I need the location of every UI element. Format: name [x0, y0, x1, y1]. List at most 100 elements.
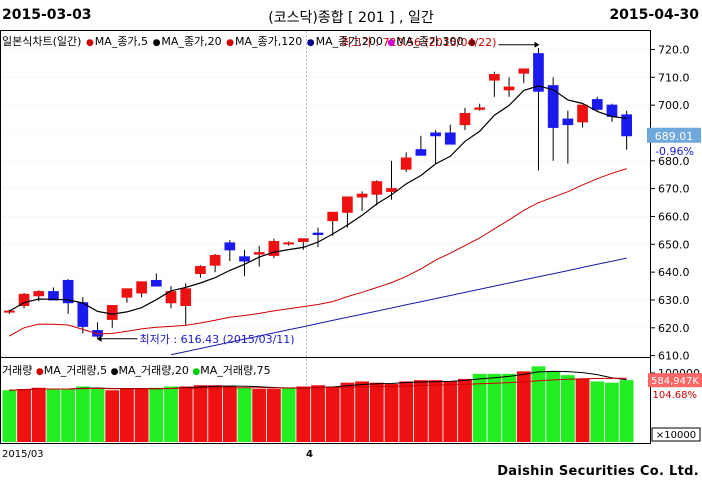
- current-price-tag: [647, 127, 701, 143]
- candle-body: [239, 256, 250, 262]
- price-tick-label: 610.0: [658, 350, 690, 363]
- volume-bar: [311, 385, 325, 442]
- volume-bar: [281, 387, 296, 442]
- change-pct-label: -0.96%: [655, 145, 694, 158]
- ma120-label: MA_종가,120: [235, 35, 303, 48]
- candle-body: [577, 104, 588, 123]
- ma20-line: [9, 85, 627, 315]
- volume-bar: [399, 381, 414, 442]
- volume-bar: [134, 389, 149, 442]
- candle-body: [62, 279, 74, 304]
- candle-body: [106, 305, 118, 320]
- price-chart-label: 일본식차트(일간): [2, 35, 82, 48]
- candle-body: [342, 196, 353, 213]
- candle-body: [371, 181, 383, 195]
- volume-bar: [208, 385, 223, 442]
- volume-ma20-line: [9, 377, 627, 391]
- volume-bar: [193, 385, 208, 442]
- extra-marker-icon: ●: [468, 38, 476, 48]
- volume-ratio-label: 104.68%: [653, 390, 698, 401]
- volume-bar: [325, 386, 340, 442]
- volume-bar: [75, 386, 90, 442]
- ma120-line: [9, 168, 627, 337]
- candle-body: [209, 254, 221, 266]
- candle-body: [474, 107, 486, 110]
- ma300-marker-icon: ●: [387, 38, 396, 48]
- volume-bar: [487, 373, 502, 442]
- volume-bar: [149, 387, 164, 442]
- volume-bar: [105, 390, 120, 442]
- candle-body: [297, 238, 309, 243]
- candle-body: [386, 188, 397, 192]
- price-tick-label: 670.0: [658, 183, 690, 196]
- start-date: 2015-03-03: [2, 7, 92, 23]
- candle-body: [121, 288, 133, 298]
- current-volume-tag: [648, 373, 702, 388]
- price-legend: 일본식차트(일간) ●MA_종가,5 ●MA_종가,20 ●MA_종가,120 …: [2, 33, 477, 49]
- current-price-label: 689.01: [655, 130, 694, 143]
- ma20-label: MA_종가,20: [161, 35, 222, 48]
- candle-body: [195, 266, 206, 275]
- volume-bar: [237, 387, 252, 442]
- chart-header: 2015-03-03 (코스닥)종합 [ 201 ] , 일간 2015-04-…: [0, 0, 702, 30]
- volume-bar: [2, 390, 17, 442]
- ma200-label: MA_종가,200: [315, 35, 383, 48]
- volume-bar: [428, 380, 443, 442]
- volume-bar: [590, 381, 605, 442]
- ma200-line: [170, 257, 627, 356]
- volume-bar: [46, 389, 61, 442]
- company-name: Daishin Securities Co. Ltd.: [497, 464, 699, 479]
- candle-body: [312, 232, 324, 236]
- candle-body: [533, 53, 544, 92]
- price-tick-label: 710.0: [658, 71, 690, 84]
- volume-bar: [605, 382, 619, 442]
- volume-bar: [340, 382, 355, 442]
- ma5-marker-icon: ●: [85, 38, 94, 48]
- candle-body: [562, 118, 574, 126]
- volume-bar: [61, 389, 76, 442]
- candle-body: [268, 241, 280, 256]
- volume-bar: [355, 381, 370, 442]
- volume-chart-label: 거래량: [2, 364, 33, 377]
- candle-body: [415, 149, 427, 156]
- volume-unit-box: [651, 427, 701, 442]
- volume-bar: [413, 380, 428, 442]
- price-tick-label: 660.0: [658, 210, 690, 223]
- candle-body: [33, 291, 45, 297]
- price-tick-label: 700.0: [658, 99, 690, 112]
- chart-canvas[interactable]: 610.0 620.0 630.0 640.0 650.0 660.0 670.0 680.0…: [0, 30, 702, 450]
- volume-bar: [516, 371, 531, 442]
- low-arrow-icon: [96, 335, 102, 342]
- price-tick-label: 620.0: [658, 322, 690, 335]
- candle-body: [77, 302, 89, 327]
- candle-body: [283, 242, 294, 245]
- candle-body: [136, 281, 147, 294]
- volume-bar: [90, 387, 105, 442]
- vma20-label: MA_거래량,20: [118, 364, 189, 377]
- price-tick-label: 640.0: [658, 266, 690, 279]
- ma300-label: MA_종가,300: [396, 35, 464, 48]
- price-tick-label: 680.0: [658, 155, 690, 168]
- x-axis-month-tick: 4: [306, 449, 313, 460]
- price-tick-label: 650.0: [658, 238, 690, 251]
- price-tick-label: 630.0: [658, 294, 690, 307]
- volume-bar: [546, 371, 561, 442]
- ma5-label: MA_종가,5: [94, 35, 149, 48]
- volume-legend: 거래량 ●MA_거래량,5 ●MA_거래량,20 ●MA_거래량,75: [2, 362, 271, 378]
- volume-bar: [266, 389, 281, 442]
- vma75-marker-icon: ●: [192, 367, 201, 377]
- price-tick-label: 720.0: [658, 43, 690, 56]
- volume-unit-label: ×10000: [656, 430, 696, 441]
- volume-bar: [369, 382, 384, 442]
- volume-bar: [619, 380, 634, 442]
- current-volume-label: 584,947K: [651, 376, 699, 387]
- volume-bar: [443, 381, 458, 442]
- volume-bar: [164, 386, 178, 442]
- ma120-marker-icon: ●: [226, 38, 235, 48]
- candle-body: [356, 193, 368, 198]
- candle-body: [591, 99, 603, 110]
- vma75-label: MA_거래량,75: [200, 364, 271, 377]
- volume-bar: [178, 386, 193, 442]
- candle-body: [400, 157, 412, 170]
- high-annotation: 최고가 : 720.56 (2015/04/22): [341, 36, 496, 49]
